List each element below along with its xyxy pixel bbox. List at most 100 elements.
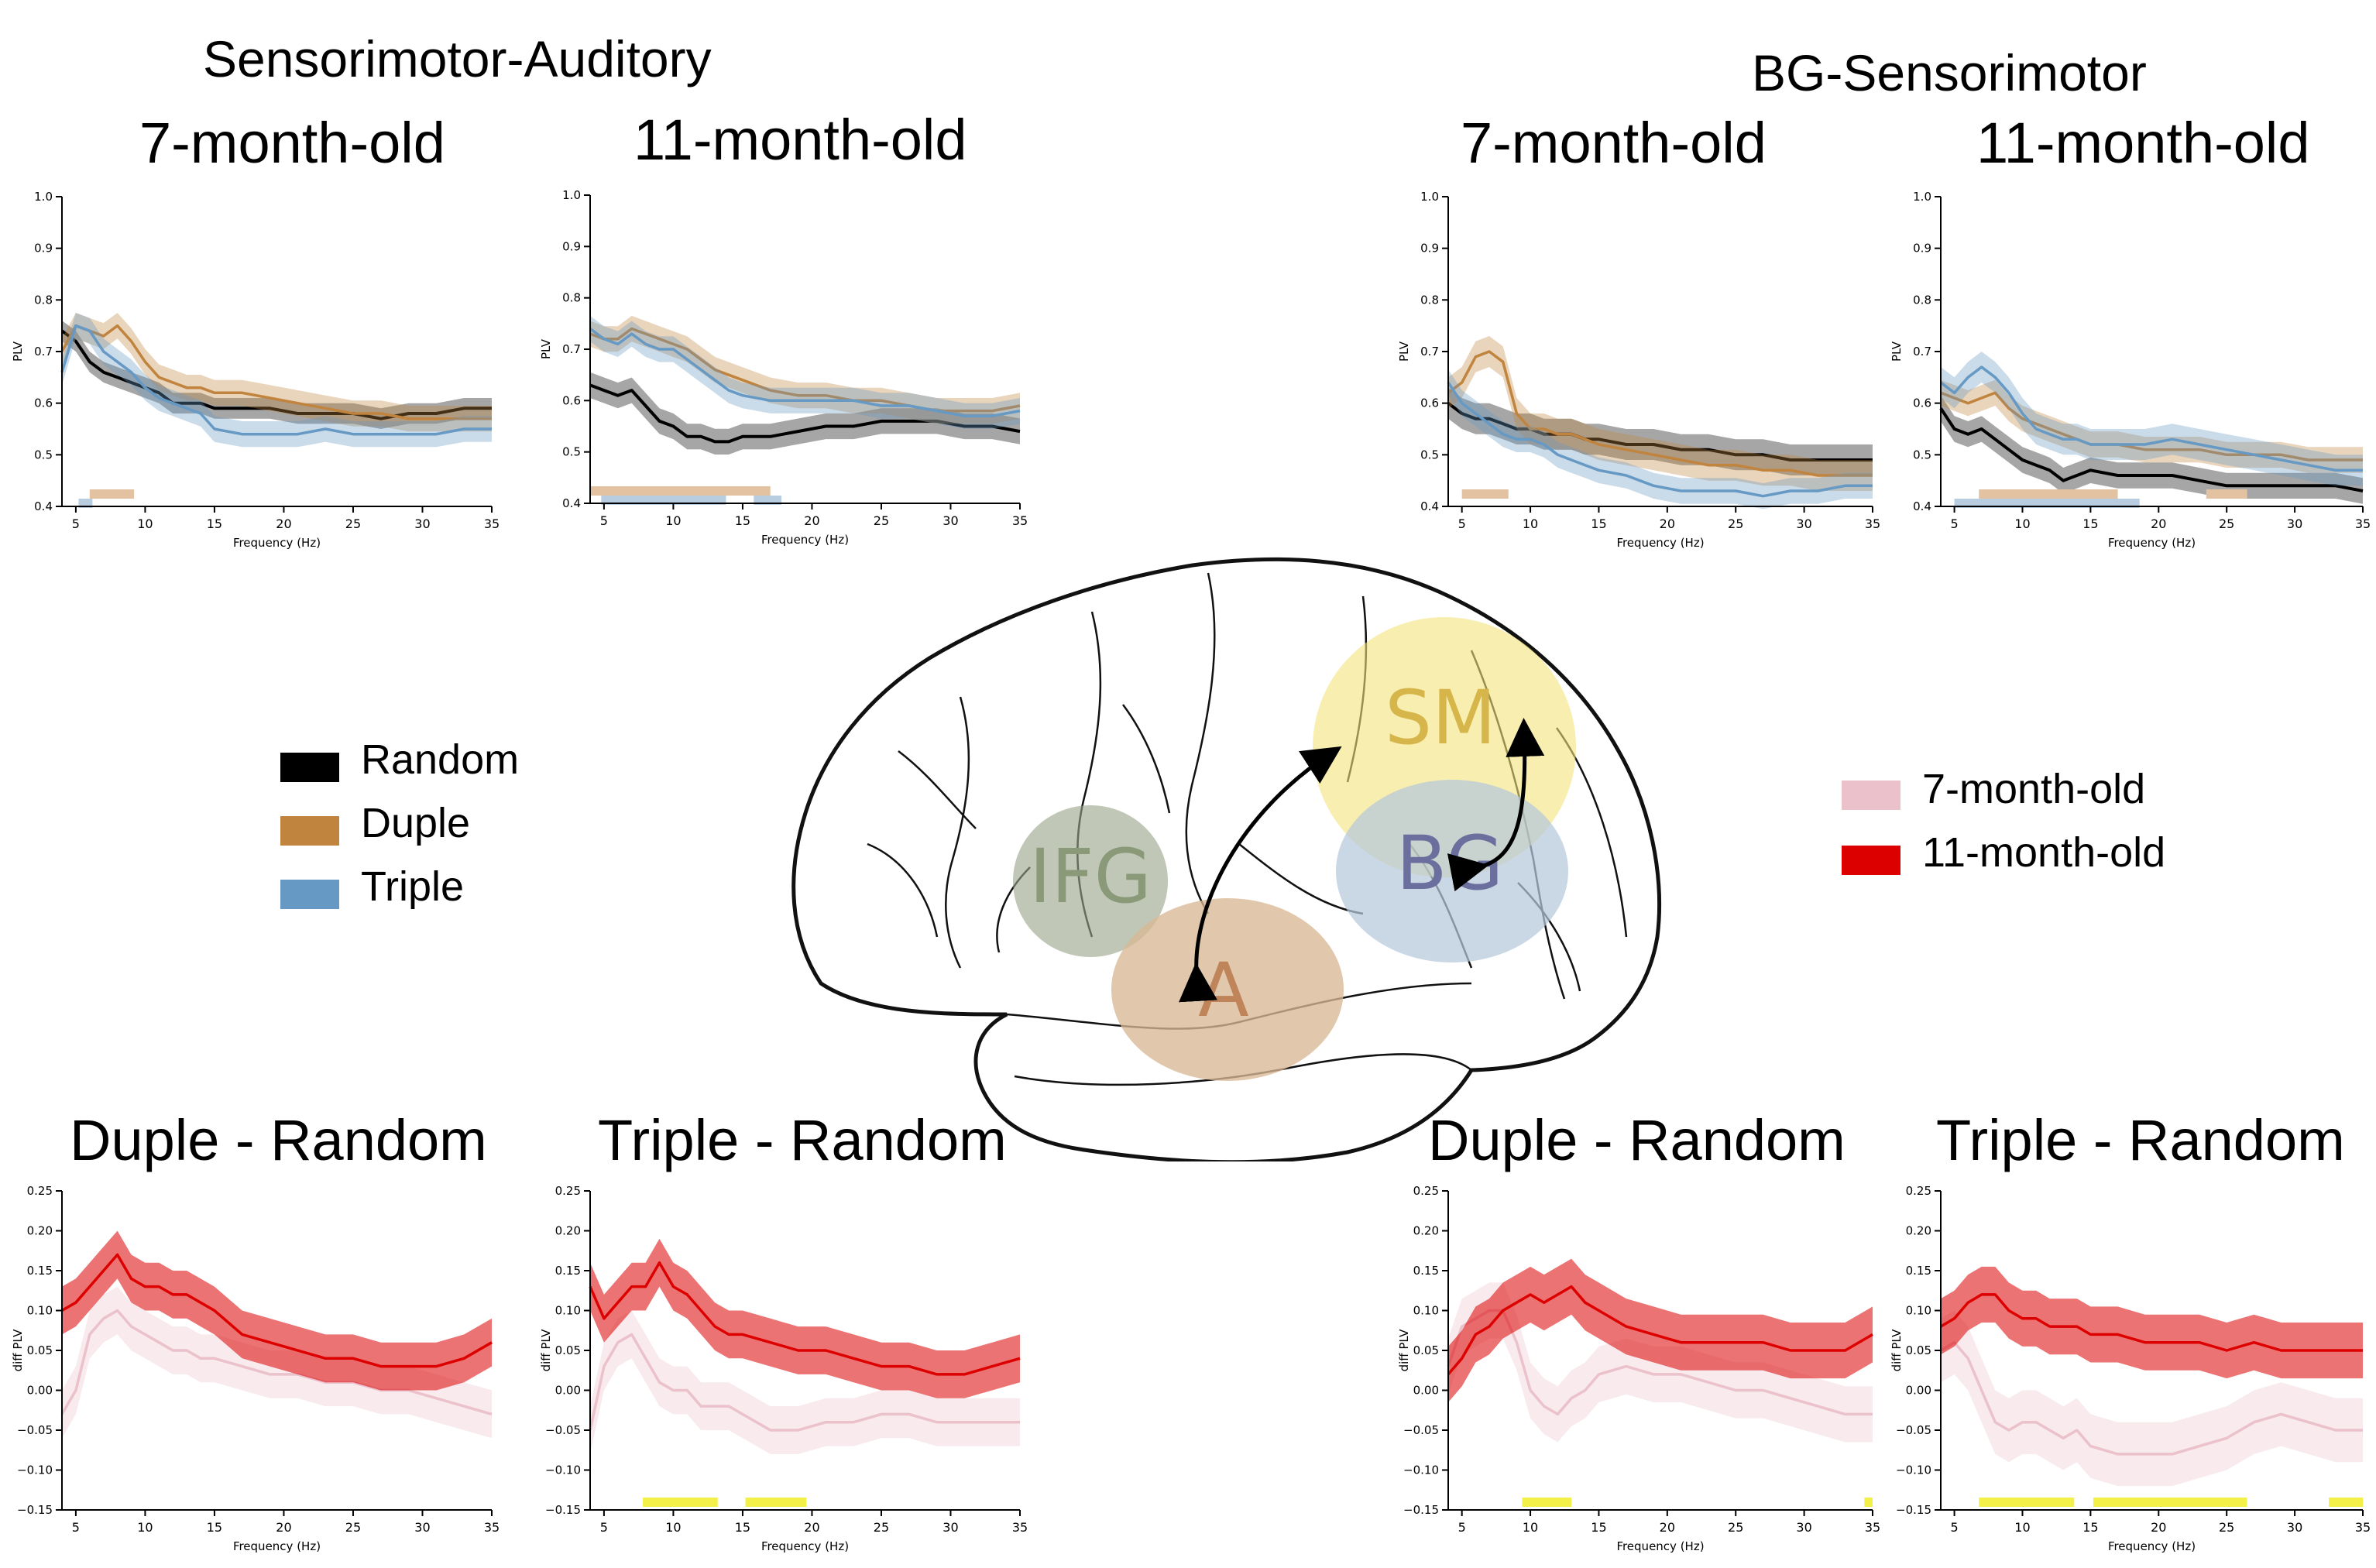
line-p3-2 [1447, 382, 1873, 498]
xtick-label-p7-2: 15 [1591, 1520, 1606, 1535]
xlabel-p6: Frequency (Hz) [761, 1539, 849, 1553]
xtick-label-p5-5: 30 [414, 1520, 430, 1535]
sig-bar-p6-1 [745, 1498, 807, 1507]
line-p3-0 [1447, 402, 1873, 461]
region-label-sm: SM [1385, 674, 1496, 761]
ytick-label-p5-8: 0.25 [27, 1185, 53, 1198]
line-p8-0 [1940, 1340, 2363, 1456]
ytick-label-p6-2: −0.05 [545, 1423, 581, 1437]
xtick-label-p8-1: 10 [2014, 1520, 2030, 1535]
ytick-label-p1-3: 0.7 [34, 345, 53, 359]
band-p4-2 [1941, 352, 2363, 486]
axes-p1 [61, 197, 492, 507]
ytick-label-p2-6: 1.0 [562, 188, 581, 202]
band-p1-1 [62, 313, 492, 432]
ytick-label-p8-4: 0.05 [1906, 1343, 1931, 1357]
ytick-label-p7-0: −0.15 [1403, 1503, 1439, 1517]
band-p2-1 [590, 315, 1020, 424]
ytick-label-p6-0: −0.15 [545, 1503, 581, 1517]
line-p8-1 [1940, 1293, 2363, 1352]
ytick-label-p7-1: −0.10 [1403, 1463, 1439, 1477]
ytick-label-p5-3: 0.00 [27, 1384, 53, 1398]
xlabel-p1: Frequency (Hz) [233, 536, 321, 550]
xtick-label-p6-4: 25 [874, 1520, 889, 1535]
legend-label-duple: Duple [361, 800, 471, 846]
ytick-label-p6-1: −0.10 [545, 1463, 581, 1477]
band-p6-0 [590, 1310, 1020, 1454]
xtick-label-p8-5: 30 [2287, 1520, 2302, 1535]
band-p8-0 [1941, 1310, 2363, 1487]
line-p5-1 [61, 1253, 493, 1368]
xtick-label-p3-1: 10 [1523, 516, 1538, 531]
xtick-label-p5-0: 5 [72, 1520, 80, 1535]
ytick-label-p7-7: 0.20 [1413, 1224, 1439, 1238]
ytick-label-p3-2: 0.6 [1420, 396, 1439, 410]
xtick-label-p4-6: 35 [2355, 516, 2371, 531]
section-title-left: Sensorimotor-Auditory [203, 30, 712, 87]
sig-bar-p4-1 [2206, 489, 2247, 499]
ytick-label-p8-7: 0.20 [1906, 1224, 1931, 1238]
band-p5-1 [62, 1230, 492, 1391]
ytick-label-p8-0: −0.15 [1896, 1503, 1931, 1517]
line-p1-2 [60, 324, 492, 436]
ytick-label-p8-8: 0.25 [1906, 1185, 1931, 1198]
ytick-label-p5-7: 0.20 [27, 1224, 53, 1238]
panel-title-p5: Duple - Random [70, 1108, 487, 1172]
ylabel-p2: PLV [539, 338, 553, 359]
ytick-label-p7-4: 0.05 [1413, 1343, 1439, 1357]
ytick-label-p3-6: 1.0 [1420, 190, 1439, 204]
ytick-label-p2-0: 0.4 [562, 496, 581, 510]
xtick-label-p4-5: 30 [2287, 516, 2302, 531]
xtick-label-p2-4: 25 [874, 513, 889, 528]
ytick-label-p5-4: 0.05 [27, 1343, 53, 1357]
ylabel-p4: PLV [1890, 341, 1904, 362]
legend-swatch-11-month [1842, 846, 1900, 875]
ytick-label-p2-2: 0.6 [562, 393, 581, 407]
band-p7-1 [1448, 1258, 1873, 1402]
region-ifg [1013, 805, 1168, 957]
ytick-label-p4-2: 0.6 [1913, 396, 1931, 410]
ytick-label-p5-2: −0.05 [17, 1423, 53, 1437]
xtick-label-p4-3: 20 [2151, 516, 2166, 531]
chart-p5: 5 10 15 20 25 30 35 −0.15 −0.10 −0.05 0.00 0.05 0.10… [11, 1185, 500, 1553]
xtick-label-p7-6: 35 [1865, 1520, 1880, 1535]
panel-title-p1: 7-month-old [139, 111, 445, 175]
ytick-label-p8-3: 0.00 [1906, 1384, 1931, 1398]
ytick-label-p5-5: 0.10 [27, 1304, 53, 1318]
sig-bar-p7-1 [1864, 1498, 1873, 1507]
ytick-label-p2-5: 0.9 [562, 239, 581, 253]
xlabel-p4: Frequency (Hz) [2108, 536, 2196, 550]
panel-title-p2: 11-month-old [633, 108, 967, 172]
ytick-label-p5-0: −0.15 [17, 1503, 53, 1517]
xtick-label-p2-6: 35 [1012, 513, 1028, 528]
ytick-label-p4-6: 1.0 [1913, 190, 1931, 204]
xtick-label-p8-3: 20 [2151, 1520, 2166, 1535]
xtick-label-p5-1: 10 [137, 1520, 153, 1535]
xtick-label-p6-0: 5 [600, 1520, 608, 1535]
xtick-label-p3-4: 25 [1728, 516, 1743, 531]
band-p6-1 [590, 1238, 1020, 1398]
sig-bar-p3-0 [1461, 489, 1509, 499]
ytick-label-p4-1: 0.5 [1913, 448, 1931, 461]
ytick-label-p7-5: 0.10 [1413, 1304, 1439, 1318]
section-title-right: BG-Sensorimotor [1752, 44, 2147, 101]
ytick-label-p7-8: 0.25 [1413, 1185, 1439, 1198]
legend-label-triple: Triple [361, 863, 465, 910]
chart-p8: 5 10 15 20 25 30 35 −0.15 −0.10 −0.05 0.00 0.05 0.10… [1890, 1185, 2371, 1553]
xtick-label-p7-3: 20 [1660, 1520, 1675, 1535]
band-p1-2 [62, 313, 492, 448]
ytick-label-p6-6: 0.15 [555, 1264, 581, 1278]
ytick-label-p3-0: 0.4 [1420, 499, 1439, 513]
xtick-label-p8-4: 25 [2219, 1520, 2234, 1535]
panel-title-p4: 11-month-old [1976, 111, 2310, 175]
line-p1-1 [60, 324, 492, 420]
ytick-label-p8-5: 0.10 [1906, 1304, 1931, 1318]
xtick-label-p3-5: 30 [1796, 516, 1811, 531]
ytick-label-p1-2: 0.6 [34, 396, 53, 410]
ytick-label-p7-2: −0.05 [1403, 1423, 1439, 1437]
brain-diagram: SM BG IFG A [791, 557, 1662, 1161]
ytick-label-p6-5: 0.10 [555, 1304, 581, 1318]
sig-bar-p1-0 [89, 489, 135, 499]
xtick-label-p1-1: 10 [137, 516, 153, 531]
xlabel-p2: Frequency (Hz) [761, 533, 849, 547]
